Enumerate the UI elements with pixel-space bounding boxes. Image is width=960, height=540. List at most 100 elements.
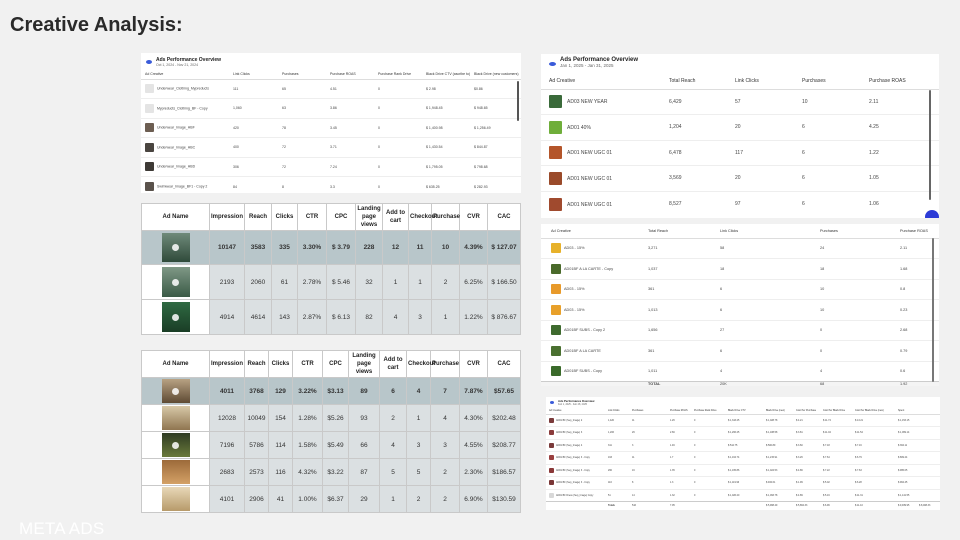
- column-header[interactable]: Link Clicks: [720, 228, 739, 233]
- column-header[interactable]: Black Drive CTV: [728, 408, 746, 412]
- table-row[interactable]: AD01BF SUBS - Copy 1,011 4 4 0.6: [541, 361, 939, 382]
- table-row[interactable]: Underwear_Image_HBD 306 72 7.24 0 $ 1,795.05…: [141, 157, 521, 177]
- column-header[interactable]: Purchase ROAS: [900, 228, 928, 233]
- table-row[interactable]: Swimwear_Image_BF1 - Copy 2 84 8 3.3 0 $ 635…: [141, 177, 521, 194]
- table-row[interactable]: AD01 NEW UGC 01 6,478 117 6 1.22: [541, 140, 939, 166]
- scrollbar[interactable]: [517, 81, 519, 121]
- column-header[interactable]: Total Reach: [648, 228, 669, 233]
- report-date: Jan 1, 2025 - Jan 31, 2025: [560, 63, 614, 68]
- column-header: Ad Name: [141, 203, 210, 231]
- column-header[interactable]: Purchases: [820, 228, 838, 233]
- column-header: Reach: [244, 350, 269, 378]
- ad-video-thumbnail: [161, 302, 190, 332]
- table-row[interactable]: AD01 NEW UGC 01 3,569 20 6 1.05: [541, 166, 939, 191]
- table-row[interactable]: AD01BF A LA CARTE - Copy 1,037 18 18 1.68: [541, 259, 939, 279]
- column-header[interactable]: Purchases: [802, 78, 826, 85]
- ad-video-thumbnail: [161, 233, 190, 262]
- ads-report-january: Ads Performance Overview Jan 1, 2025 - J…: [541, 54, 939, 218]
- column-header[interactable]: Cost Per Black Drive: [823, 408, 846, 412]
- report-table: Ad Creative Link Clicks Purchases Purcha…: [546, 407, 940, 509]
- ad-thumbnail: [145, 162, 154, 172]
- ad-thumbnail: [145, 103, 154, 113]
- column-header: CPC: [326, 203, 356, 231]
- scrollbar[interactable]: [932, 238, 934, 382]
- column-header: Clicks: [268, 350, 293, 378]
- table-row[interactable]: AD01 40% 1,204 20 6 4.25: [541, 115, 939, 140]
- column-header: Add to cart: [379, 350, 407, 378]
- table-row: 12028 10049 154 1.28% $5.26 93 2 1 4 4.30% $202.48: [141, 404, 521, 432]
- column-header[interactable]: Ad Creative: [145, 71, 164, 76]
- table-row[interactable]: AD03 - 15% 361 6 10 0.8: [541, 279, 939, 300]
- table-row[interactable]: AD01 BF (Sep_Image) 3 - Copy 260 16 1.35 0 $…: [546, 464, 940, 477]
- table-row[interactable]: AD01BF SUBS - Copy 2 1,656 27 0 2.68: [541, 320, 939, 341]
- column-header[interactable]: Purchase Rank Drive: [378, 71, 412, 76]
- ad-thumbnail: [549, 146, 562, 160]
- table-row[interactable]: Mypreducts_Clothing_BF - Copy 1,060 63 3.8…: [141, 99, 521, 118]
- table-row[interactable]: AD01 NEW UGC 01 8,527 97 6 1.06: [541, 191, 939, 217]
- column-header[interactable]: Ad Creative: [551, 228, 571, 233]
- table-row[interactable]: AD01 BF (Sep_Image) 2 1,420 11 1.26 0 $ 1,34…: [546, 414, 940, 427]
- column-header[interactable]: Black Drive (new customers): [474, 71, 519, 76]
- table-row[interactable]: Underwear_Image_HBC 400 72 3.71 0 $ 1,430.54…: [141, 138, 521, 157]
- play-icon: [172, 441, 179, 449]
- column-header[interactable]: Link Clicks: [608, 408, 620, 412]
- column-header[interactable]: Purchase ROAS: [869, 78, 906, 85]
- column-header[interactable]: Cost Per Black Drive (new): [855, 408, 884, 412]
- column-header[interactable]: Black Drive CTV (ascribe to): [426, 71, 471, 76]
- table-row[interactable]: AD01 BF (Sep_Image) 3 - Copy 116 8 1.3 0 $ 1…: [546, 477, 940, 489]
- scrollbar[interactable]: [929, 90, 931, 200]
- column-header: Reach: [244, 203, 272, 231]
- ad-thumbnail: [549, 417, 554, 423]
- column-header: CPC: [322, 350, 349, 378]
- table-row[interactable]: AD01 BF Dress (Sep_Image) Copy 51 14 1.32 0…: [546, 489, 940, 502]
- column-header: CAC: [487, 203, 521, 231]
- table-row[interactable]: AD03 NEW YEAR 6,429 57 10 2.11: [541, 89, 939, 115]
- table-row[interactable]: Underwear_Image_HBF 420 78 3.45 0 $ 1,400.98…: [141, 118, 521, 138]
- table-row[interactable]: AD01 BF (Sep_Image) 4 311 3 1.46 0 $ 512.75 $…: [546, 439, 940, 452]
- ads-report-creatives: Ad Creative Total Reach Link Clicks Purc…: [541, 224, 939, 386]
- table-row[interactable]: Underwear_Clothing_Mypreducts 111 65 4.51 0…: [141, 79, 521, 99]
- ad-thumbnail: [551, 304, 561, 315]
- column-header: Checkout: [406, 350, 435, 378]
- play-icon: [172, 278, 179, 286]
- table-row[interactable]: AD01 BF (Sep_Image) 3 - Copy 163 11 1.7 0 $ …: [546, 452, 940, 464]
- column-header[interactable]: Purchases: [282, 71, 299, 76]
- table-row[interactable]: AD01BF A LA CARTE 361 6 0 0.79: [541, 341, 939, 361]
- ad-thumbnail: [549, 430, 554, 436]
- ad-thumbnail: [549, 480, 554, 486]
- totals-row: Totals 516 7.05 $ 5,968.49 $ 5,864.33 $ 6.96 $…: [608, 503, 931, 507]
- column-header[interactable]: Link Clicks: [233, 71, 250, 76]
- column-header[interactable]: Purchase ROAS: [670, 408, 688, 412]
- column-header[interactable]: Purchase ROAS: [330, 71, 356, 76]
- column-header[interactable]: Ad Creative: [549, 408, 562, 412]
- ad-thumbnail: [551, 345, 561, 356]
- ad-video-thumbnail: [161, 267, 190, 297]
- table-row[interactable]: AD01 BF (Sep_Image) 3 1,206 26 2.66 0 $ 1,26…: [546, 427, 940, 439]
- table-row[interactable]: AD03 - 15% 1,013 6 10 0.23: [541, 300, 939, 320]
- ad-thumbnail: [145, 123, 154, 133]
- ad-thumbnail: [551, 263, 561, 274]
- column-header[interactable]: Purchase Rank Drive: [694, 408, 717, 412]
- column-header[interactable]: Total Reach: [669, 78, 696, 85]
- ad-thumbnail: [145, 182, 154, 191]
- ads-report-february: Ads Performance Overview Feb 1, 2025 - F…: [546, 397, 940, 510]
- column-header: Impression: [209, 203, 245, 231]
- column-header[interactable]: Link Clicks: [735, 78, 759, 85]
- report-title: Ads Performance Overview: [560, 57, 639, 63]
- ad-thumbnail: [549, 442, 554, 448]
- table-row: 2683 2573 116 4.32% $3.22 87 5 5 2 2.30% $186.57: [141, 458, 521, 486]
- ad-thumbnail: [549, 455, 554, 461]
- column-header[interactable]: Cost Per Purchase: [796, 408, 817, 412]
- column-header[interactable]: Ad Creative: [549, 78, 576, 85]
- column-header[interactable]: Purchases: [632, 408, 644, 412]
- column-header[interactable]: Black Drive (new): [766, 408, 785, 412]
- table-row[interactable]: AD03 - 15% 3,271 58 24 2.11: [541, 238, 939, 259]
- ad-video-thumbnail: [161, 433, 190, 457]
- table-row: 10147 3583 335 3.30% $ 3.79 228 12 11 10 4.39% $ 1…: [141, 230, 521, 265]
- report-table: Ad Creative Link Clicks Purchases Purcha…: [141, 69, 521, 193]
- column-header: Purchase: [430, 350, 460, 378]
- column-header: CVR: [459, 203, 488, 231]
- column-header[interactable]: Spent: [898, 408, 905, 412]
- report-date: Oct 1, 2024 - Nov 21, 2024: [156, 63, 199, 67]
- ad-video-thumbnail: [161, 460, 190, 484]
